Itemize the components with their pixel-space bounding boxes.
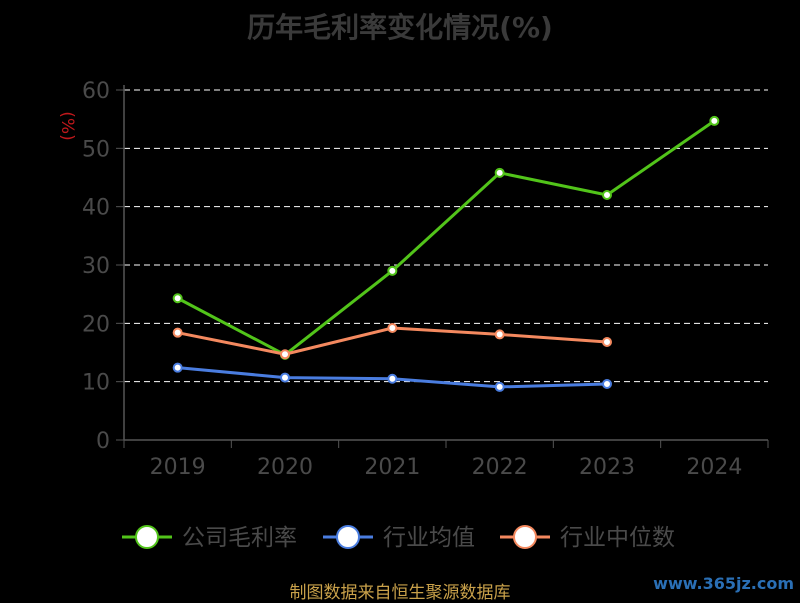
site-watermark: www.365jz.com (653, 574, 794, 593)
data-point (602, 190, 612, 200)
data-point (172, 293, 183, 304)
data-point (494, 167, 505, 178)
legend-label: 公司毛利率 (182, 525, 297, 551)
legend-swatch-marker (135, 525, 159, 549)
y-tick-label: 10 (82, 371, 110, 396)
legend-swatch-marker (513, 525, 537, 549)
data-point (172, 362, 183, 373)
y-axis-label: (%) (57, 111, 77, 140)
x-tick-label: 2019 (150, 455, 206, 480)
y-tick-label: 20 (82, 312, 110, 337)
data-source-caption: 制图数据来自恒生聚源数据库 (289, 583, 511, 603)
data-point (602, 337, 612, 347)
y-tick-label: 60 (82, 79, 110, 104)
data-point (494, 381, 505, 392)
series-line-0 (176, 119, 716, 357)
data-point (387, 373, 398, 384)
data-point (602, 379, 612, 389)
data-point (387, 323, 398, 333)
y-tick-label: 30 (82, 254, 110, 279)
data-point (387, 265, 398, 276)
x-tick-label: 2024 (686, 455, 742, 480)
y-tick-label: 40 (82, 196, 110, 221)
y-tick-label: 0 (96, 429, 110, 454)
x-tick-label: 2020 (257, 455, 313, 480)
x-tick-label: 2023 (579, 455, 635, 480)
legend-swatch-marker (336, 525, 360, 549)
data-point (172, 327, 183, 338)
chart-title: 历年毛利率变化情况(%) (247, 11, 553, 44)
legend-label: 行业均值 (383, 525, 475, 551)
data-point (494, 329, 505, 340)
data-point (709, 115, 720, 126)
data-point (280, 349, 290, 360)
x-tick-label: 2021 (364, 455, 420, 480)
legend-label: 行业中位数 (560, 525, 675, 551)
data-point (280, 372, 290, 383)
x-tick-label: 2022 (472, 455, 528, 480)
y-tick-label: 50 (82, 137, 110, 162)
